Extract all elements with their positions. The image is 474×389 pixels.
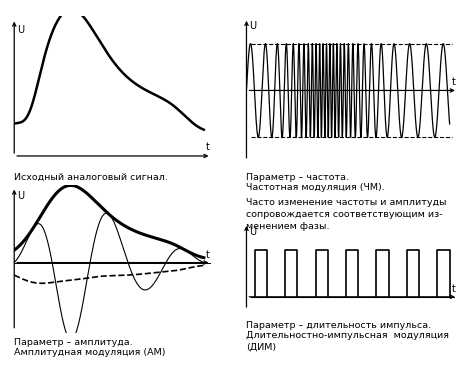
- Text: U: U: [17, 25, 24, 35]
- Text: Часто изменение частоты и амплитуды
сопровождается соответствующим из-
менением : Часто изменение частоты и амплитуды сопр…: [246, 198, 447, 231]
- Text: Параметр – частота.: Параметр – частота.: [246, 173, 349, 182]
- Text: Амплитудная модуляция (АМ): Амплитудная модуляция (АМ): [14, 348, 166, 357]
- Text: t: t: [206, 142, 210, 152]
- Text: Параметр – амплитуда.: Параметр – амплитуда.: [14, 338, 133, 347]
- Text: t: t: [206, 250, 210, 260]
- Text: U: U: [17, 191, 24, 201]
- Text: t: t: [452, 77, 456, 87]
- Text: Параметр – длительность импульса.: Параметр – длительность импульса.: [246, 321, 432, 330]
- Text: U: U: [249, 227, 256, 237]
- Text: Исходный аналоговый сигнал.: Исходный аналоговый сигнал.: [14, 173, 168, 182]
- Text: U: U: [249, 21, 256, 31]
- Text: Длительностно-импульсная  модуляция
(ДИМ): Длительностно-импульсная модуляция (ДИМ): [246, 331, 449, 351]
- Text: Частотная модуляция (ЧМ).: Частотная модуляция (ЧМ).: [246, 183, 385, 192]
- Text: t: t: [452, 284, 456, 294]
